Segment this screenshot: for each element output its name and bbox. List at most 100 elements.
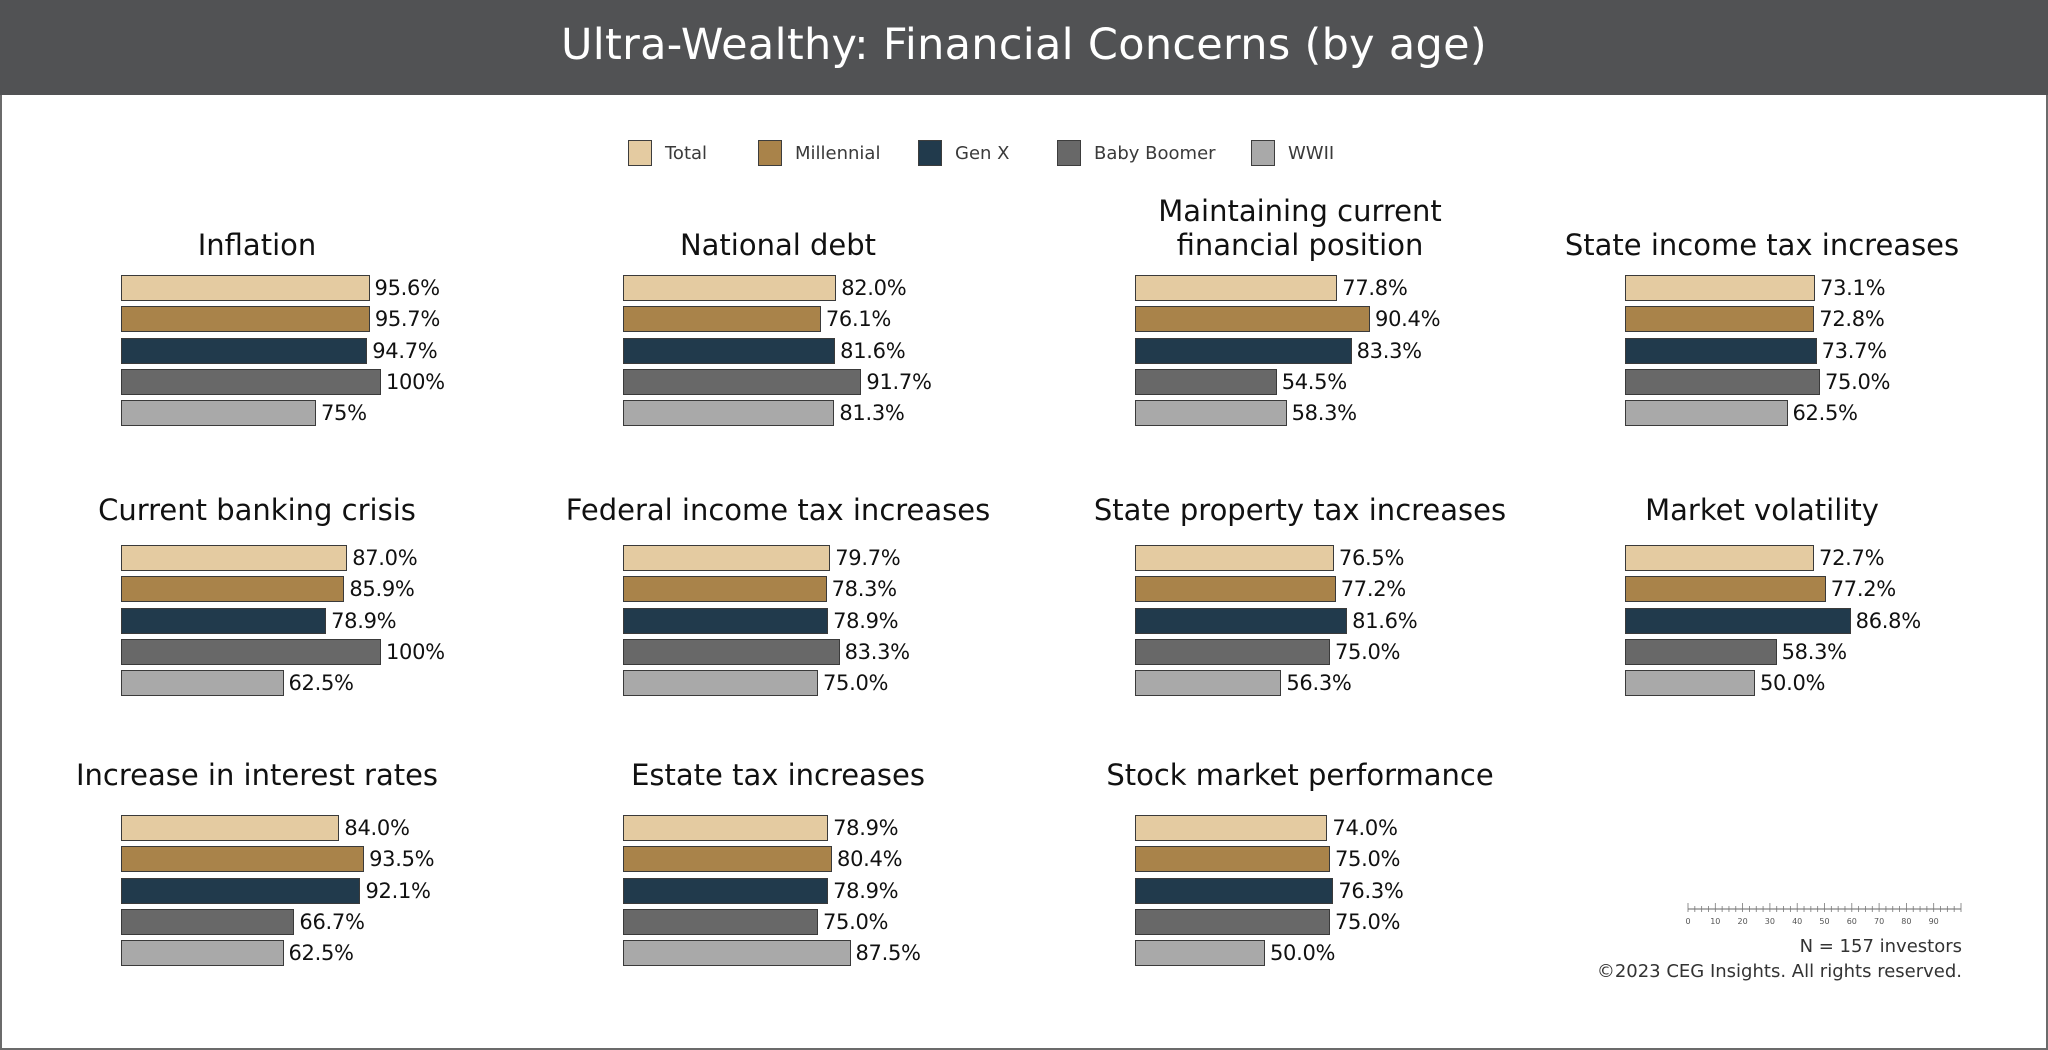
bar-current-banking-crisis-millennial — [121, 576, 345, 603]
bar-label-inflation-gen-x: 94.7% — [372, 338, 438, 363]
bar-label-increase-in-interest-rates-total: 84.0% — [344, 816, 410, 840]
bar-label-current-banking-crisis-total: 87.0% — [352, 546, 418, 570]
bar-national-debt-total — [623, 275, 837, 301]
bar-state-property-tax-increases-total — [1135, 545, 1334, 571]
bar-label-stock-market-performance-millennial: 75.0% — [1335, 847, 1401, 872]
bar-label-estate-tax-increases-total: 78.9% — [833, 816, 899, 840]
legend-swatch-gen-x — [918, 140, 942, 166]
bar-label-stock-market-performance-total: 74.0% — [1332, 816, 1398, 840]
bar-current-banking-crisis-gen-x — [121, 607, 327, 634]
scale-tick-label: 70 — [1874, 917, 1884, 926]
bar-maintaining-current-financial-position-millennial — [1135, 306, 1371, 333]
bar-inflation-baby-boomer — [121, 368, 381, 395]
bar-label-national-debt-baby-boomer: 91.7% — [866, 369, 932, 394]
legend-label-wwii: WWII — [1288, 143, 1335, 164]
panel-title-market-volatility: Market volatility — [1645, 493, 1879, 527]
bar-label-state-property-tax-increases-baby-boomer: 75.0% — [1335, 639, 1401, 664]
bar-label-market-volatility-total: 72.7% — [1819, 546, 1885, 570]
bar-label-inflation-millennial: 95.7% — [374, 307, 441, 332]
panel-title-inflation: Inflation — [197, 228, 317, 262]
bar-market-volatility-wwii — [1625, 670, 1755, 697]
bar-state-property-tax-increases-gen-x — [1135, 607, 1348, 634]
bar-label-current-banking-crisis-wwii: 62.5% — [288, 671, 355, 696]
bar-label-increase-in-interest-rates-gen-x: 92.1% — [365, 878, 431, 903]
bar-increase-in-interest-rates-total — [121, 815, 340, 841]
bar-label-maintaining-current-financial-position-gen-x: 83.3% — [1356, 338, 1423, 363]
bar-label-maintaining-current-financial-position-baby-boomer: 54.5% — [1281, 369, 1348, 394]
bar-stock-market-performance-total — [1135, 815, 1328, 841]
bar-increase-in-interest-rates-wwii — [121, 940, 284, 967]
bar-estate-tax-increases-millennial — [623, 846, 833, 873]
bar-label-stock-market-performance-gen-x: 76.3% — [1338, 878, 1404, 903]
title-bar: Ultra-Wealthy: Financial Concerns (by ag… — [0, 0, 2048, 95]
bar-label-state-income-tax-increases-wwii: 62.5% — [1792, 401, 1859, 426]
bar-estate-tax-increases-baby-boomer — [623, 908, 818, 935]
bar-federal-income-tax-increases-wwii — [623, 670, 818, 697]
bar-label-estate-tax-increases-wwii: 87.5% — [855, 941, 922, 966]
bar-increase-in-interest-rates-gen-x — [121, 877, 361, 904]
bar-state-income-tax-increases-total — [1625, 275, 1816, 301]
bar-federal-income-tax-increases-gen-x — [623, 607, 829, 634]
bar-federal-income-tax-increases-total — [623, 545, 831, 571]
bar-label-increase-in-interest-rates-baby-boomer: 66.7% — [299, 909, 365, 934]
panel-title-maintaining-current-financial-position: Maintaining current financial position — [1158, 194, 1442, 262]
bar-state-income-tax-increases-millennial — [1625, 306, 1815, 333]
bar-market-volatility-gen-x — [1625, 607, 1851, 634]
bar-label-estate-tax-increases-millennial: 80.4% — [837, 847, 903, 872]
scale-tick-label: 0 — [1685, 917, 1690, 926]
bar-label-estate-tax-increases-gen-x: 78.9% — [833, 878, 899, 903]
bar-label-market-volatility-millennial: 77.2% — [1830, 577, 1897, 602]
panel-title-state-income-tax-increases: State income tax increases — [1564, 228, 1960, 262]
bar-inflation-gen-x — [121, 337, 368, 364]
bar-label-market-volatility-wwii: 50.0% — [1760, 671, 1826, 696]
chart-title: Ultra-Wealthy: Financial Concerns (by ag… — [561, 20, 1487, 70]
bar-label-federal-income-tax-increases-millennial: 78.3% — [831, 577, 898, 602]
legend-label-gen-x: Gen X — [955, 143, 1010, 164]
sample-size-note: N = 157 investors — [1799, 936, 1962, 957]
bar-label-market-volatility-baby-boomer: 58.3% — [1781, 639, 1848, 664]
bar-estate-tax-increases-total — [623, 815, 829, 841]
legend-swatch-wwii — [1251, 140, 1275, 166]
bar-label-national-debt-wwii: 81.3% — [839, 401, 905, 426]
bar-maintaining-current-financial-position-total — [1135, 275, 1338, 301]
bar-state-income-tax-increases-gen-x — [1625, 337, 1817, 364]
bar-estate-tax-increases-gen-x — [623, 877, 829, 904]
legend-swatch-millennial — [758, 140, 782, 166]
bar-estate-tax-increases-wwii — [623, 940, 851, 967]
panel-title-federal-income-tax-increases: Federal income tax increases — [565, 493, 991, 527]
bar-market-volatility-total — [1625, 545, 1815, 571]
bar-stock-market-performance-baby-boomer — [1135, 908, 1330, 935]
bar-label-stock-market-performance-baby-boomer: 75.0% — [1335, 909, 1401, 934]
panel-title-increase-in-interest-rates: Increase in interest rates — [75, 758, 439, 792]
bar-label-state-property-tax-increases-total: 76.5% — [1338, 546, 1405, 570]
scale-tick-label: 60 — [1847, 917, 1857, 926]
legend-label-millennial: Millennial — [795, 143, 881, 164]
bar-state-income-tax-increases-baby-boomer — [1625, 368, 1820, 395]
bar-stock-market-performance-millennial — [1135, 846, 1330, 873]
bar-label-national-debt-gen-x: 81.6% — [840, 338, 906, 363]
bar-label-inflation-baby-boomer: 100% — [386, 369, 445, 394]
bar-label-current-banking-crisis-baby-boomer: 100% — [386, 639, 445, 664]
scale-tick-label: 80 — [1901, 917, 1911, 926]
bar-label-state-income-tax-increases-baby-boomer: 75.0% — [1825, 369, 1891, 394]
bar-current-banking-crisis-baby-boomer — [121, 638, 381, 665]
bar-label-state-income-tax-increases-millennial: 72.8% — [1819, 307, 1885, 332]
bar-increase-in-interest-rates-millennial — [121, 846, 365, 873]
bar-state-income-tax-increases-wwii — [1625, 400, 1788, 427]
bar-national-debt-gen-x — [623, 337, 836, 364]
bar-national-debt-baby-boomer — [623, 368, 862, 395]
bar-label-maintaining-current-financial-position-wwii: 58.3% — [1291, 401, 1358, 426]
scale-tick-label: 90 — [1929, 917, 1939, 926]
bar-label-state-income-tax-increases-total: 73.1% — [1820, 276, 1886, 300]
panel-title-national-debt: National debt — [679, 228, 877, 262]
legend-label-baby-boomer: Baby Boomer — [1094, 143, 1216, 164]
scale-tick-label: 40 — [1792, 917, 1802, 926]
bar-label-state-property-tax-increases-gen-x: 81.6% — [1352, 608, 1418, 633]
bar-state-property-tax-increases-millennial — [1135, 576, 1336, 603]
bar-label-state-income-tax-increases-gen-x: 73.7% — [1821, 338, 1888, 363]
bar-label-increase-in-interest-rates-millennial: 93.5% — [369, 847, 435, 872]
bar-label-maintaining-current-financial-position-millennial: 90.4% — [1375, 307, 1441, 332]
bar-stock-market-performance-wwii — [1135, 940, 1265, 967]
bar-inflation-total — [121, 275, 370, 301]
bar-label-federal-income-tax-increases-baby-boomer: 83.3% — [844, 639, 911, 664]
